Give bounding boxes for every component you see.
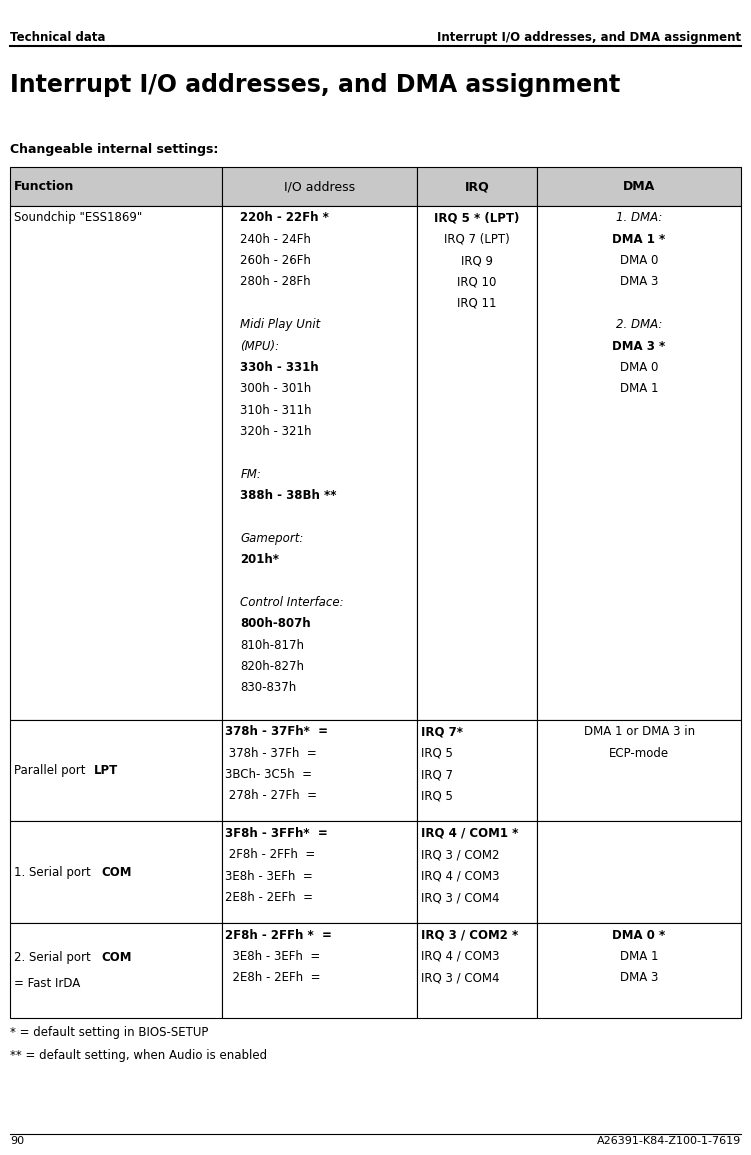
Text: IRQ: IRQ: [465, 180, 489, 193]
Text: 2. DMA:: 2. DMA:: [616, 319, 662, 331]
Text: Interrupt I/O addresses, and DMA assignment: Interrupt I/O addresses, and DMA assignm…: [10, 73, 620, 97]
Text: DMA 3: DMA 3: [620, 276, 659, 289]
Text: IRQ 4 / COM1 *: IRQ 4 / COM1 *: [421, 827, 519, 840]
Text: ECP-mode: ECP-mode: [609, 747, 669, 760]
Bar: [417, 923, 537, 1018]
Text: Technical data: Technical data: [10, 31, 105, 44]
Text: = Fast IrDA: = Fast IrDA: [14, 976, 80, 990]
Text: 320h - 321h: 320h - 321h: [240, 425, 312, 438]
Text: IRQ 11: IRQ 11: [457, 297, 496, 310]
Text: 830-837h: 830-837h: [240, 681, 297, 694]
Text: IRQ 3 / COM2: IRQ 3 / COM2: [421, 849, 500, 862]
Text: IRQ 3 / COM4: IRQ 3 / COM4: [421, 971, 500, 984]
Bar: [417, 821, 537, 923]
Text: I/O address: I/O address: [284, 180, 354, 193]
Text: 378h - 37Fh*  =: 378h - 37Fh* =: [225, 725, 328, 738]
Bar: [222, 167, 417, 206]
Text: DMA 1: DMA 1: [620, 949, 659, 963]
Text: 330h - 331h: 330h - 331h: [240, 360, 319, 374]
Text: (MPU):: (MPU):: [240, 340, 279, 352]
Text: Soundchip "ESS1869": Soundchip "ESS1869": [14, 211, 142, 224]
Bar: [10, 720, 222, 821]
Text: FM:: FM:: [240, 468, 261, 480]
Text: COM: COM: [101, 865, 132, 879]
Text: Gameport:: Gameport:: [240, 531, 303, 545]
Text: IRQ 5: IRQ 5: [421, 747, 453, 760]
Text: 280h - 28Fh: 280h - 28Fh: [240, 276, 311, 289]
Text: 3F8h - 3FFh*  =: 3F8h - 3FFh* =: [225, 827, 328, 840]
Text: 260h - 26Fh: 260h - 26Fh: [240, 254, 311, 267]
Text: Midi Play Unit: Midi Play Unit: [240, 319, 321, 331]
Bar: [417, 206, 537, 720]
Text: Interrupt I/O addresses, and DMA assignment: Interrupt I/O addresses, and DMA assignm…: [437, 31, 741, 44]
Text: DMA 1 *: DMA 1 *: [613, 233, 665, 246]
Text: DMA 3: DMA 3: [620, 971, 659, 984]
Bar: [417, 167, 537, 206]
Text: DMA 3 *: DMA 3 *: [613, 340, 665, 352]
Text: DMA 0 *: DMA 0 *: [613, 929, 665, 941]
Text: IRQ 3 / COM2 *: IRQ 3 / COM2 *: [421, 929, 518, 941]
Bar: [10, 206, 222, 720]
Bar: [417, 720, 537, 821]
Text: 2E8h - 2EFh  =: 2E8h - 2EFh =: [225, 971, 321, 984]
Text: 3BCh- 3C5h  =: 3BCh- 3C5h =: [225, 768, 312, 781]
Text: 310h - 311h: 310h - 311h: [240, 404, 312, 417]
Text: 2E8h - 2EFh  =: 2E8h - 2EFh =: [225, 892, 313, 904]
Bar: [537, 206, 741, 720]
Text: 2. Serial port: 2. Serial port: [14, 951, 94, 964]
Bar: [10, 923, 222, 1018]
Text: COM: COM: [101, 951, 132, 964]
Text: 1. DMA:: 1. DMA:: [616, 211, 662, 224]
Text: Control Interface:: Control Interface:: [240, 596, 344, 609]
Text: IRQ 10: IRQ 10: [457, 276, 496, 289]
Bar: [537, 167, 741, 206]
Text: Parallel port: Parallel port: [14, 763, 89, 777]
Bar: [222, 821, 417, 923]
Text: 820h-827h: 820h-827h: [240, 661, 304, 673]
Text: Changeable internal settings:: Changeable internal settings:: [10, 143, 218, 156]
Text: 240h - 24Fh: 240h - 24Fh: [240, 233, 311, 246]
Text: 2F8h - 2FFh *  =: 2F8h - 2FFh * =: [225, 929, 332, 941]
Text: * = default setting in BIOS-SETUP: * = default setting in BIOS-SETUP: [10, 1026, 208, 1038]
Text: IRQ 7: IRQ 7: [421, 768, 454, 781]
Text: 278h - 27Fh  =: 278h - 27Fh =: [225, 790, 318, 803]
Bar: [537, 720, 741, 821]
Text: 800h-807h: 800h-807h: [240, 618, 311, 631]
Text: A26391-K84-Z100-1-7619: A26391-K84-Z100-1-7619: [597, 1135, 741, 1146]
Text: IRQ 4 / COM3: IRQ 4 / COM3: [421, 870, 500, 882]
Text: 201h*: 201h*: [240, 553, 279, 566]
Text: 388h - 38Bh **: 388h - 38Bh **: [240, 490, 336, 502]
Text: DMA 0: DMA 0: [620, 254, 659, 267]
Bar: [222, 720, 417, 821]
Text: 3E8h - 3EFh  =: 3E8h - 3EFh =: [225, 949, 321, 963]
Text: 2F8h - 2FFh  =: 2F8h - 2FFh =: [225, 849, 315, 862]
Text: DMA 1: DMA 1: [620, 382, 659, 395]
Bar: [537, 821, 741, 923]
Bar: [222, 923, 417, 1018]
Text: IRQ 4 / COM3: IRQ 4 / COM3: [421, 949, 500, 963]
Bar: [10, 821, 222, 923]
Text: IRQ 7 (LPT): IRQ 7 (LPT): [444, 233, 510, 246]
Bar: [537, 923, 741, 1018]
Text: IRQ 5 * (LPT): IRQ 5 * (LPT): [434, 211, 520, 224]
Text: 300h - 301h: 300h - 301h: [240, 382, 312, 395]
Bar: [222, 206, 417, 720]
Text: IRQ 9: IRQ 9: [461, 254, 493, 267]
Text: DMA 1 or DMA 3 in: DMA 1 or DMA 3 in: [584, 725, 695, 738]
Text: 1. Serial port: 1. Serial port: [14, 865, 94, 879]
Bar: [10, 167, 222, 206]
Text: 90: 90: [10, 1135, 24, 1146]
Text: Function: Function: [14, 180, 74, 193]
Text: ** = default setting, when Audio is enabled: ** = default setting, when Audio is enab…: [10, 1049, 267, 1063]
Text: DMA: DMA: [623, 180, 655, 193]
Text: LPT: LPT: [94, 763, 118, 777]
Text: 3E8h - 3EFh  =: 3E8h - 3EFh =: [225, 870, 313, 882]
Text: IRQ 7*: IRQ 7*: [421, 725, 463, 738]
Text: 220h - 22Fh *: 220h - 22Fh *: [240, 211, 329, 224]
Text: 378h - 37Fh  =: 378h - 37Fh =: [225, 747, 317, 760]
Text: 810h-817h: 810h-817h: [240, 639, 304, 651]
Text: IRQ 3 / COM4: IRQ 3 / COM4: [421, 892, 500, 904]
Text: IRQ 5: IRQ 5: [421, 790, 453, 803]
Text: DMA 0: DMA 0: [620, 360, 659, 374]
